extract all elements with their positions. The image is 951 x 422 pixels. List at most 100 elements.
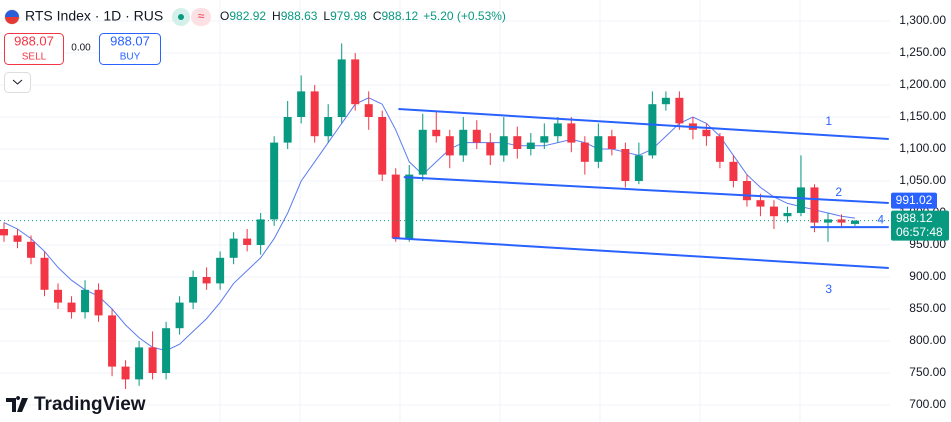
candle-body [553,123,562,137]
candle-body [472,129,481,143]
candle-body [418,129,427,175]
candle-body [648,104,657,156]
candle-body [729,161,738,181]
candle-body [823,219,832,223]
ohlc-legend: O982.92 H988.63 L979.98 C988.12 +5.20 (+0.53… [220,9,506,23]
collapse-button[interactable] [4,72,31,93]
y-tick-label: 800.00 [909,333,946,347]
candle-body [756,200,765,207]
candle-body [851,220,859,224]
marker-price: 991.02 [896,193,933,207]
icon [178,14,184,20]
candle-body [486,142,495,156]
candle-body [283,117,292,143]
y-tick-label: 950.00 [909,237,946,251]
flag [5,10,19,17]
candle-body [459,129,468,156]
sell-button[interactable] [4,33,64,65]
candle-body [378,117,387,175]
ohlc-value: 988.63 [281,9,318,23]
candle-body [243,238,252,245]
candle-body [580,142,589,162]
buy-button[interactable] [99,33,161,65]
y-tick-label: 1,050.00 [899,173,946,187]
icon: ≈ [198,9,205,23]
candle-body [27,241,36,258]
change: +5.20 (+0.53%) [423,9,506,23]
candle-body [769,206,778,217]
candle-body [189,277,198,303]
chart-title: RTS Index · 1D · RUS [25,8,163,24]
y-tick-label: 700.00 [909,397,946,411]
candle-body [810,187,819,223]
candle-body [297,91,306,117]
candle-body [634,155,643,181]
last-tag [891,210,949,241]
candle-body [162,328,171,373]
candle-body [94,289,103,316]
y-tick-label: 900.00 [909,269,946,283]
candle-body [540,136,549,143]
logo [6,396,28,412]
last-price: 988.12 [896,211,933,225]
candle-body [607,136,616,149]
ohlc-value: 988.12 [381,9,418,23]
ohlc-key: C [373,9,382,23]
candle-body [175,302,184,329]
candle-body [337,59,346,117]
buy-label: BUY [120,52,141,63]
trend-label: 3 [825,282,832,296]
y-tick-label: 1,300.00 [899,13,946,27]
candle-body [108,315,117,367]
candle-body [270,142,279,220]
countdown: 06:57:48 [896,225,943,239]
trend-line [398,108,889,141]
candle-body [445,136,454,156]
candle-body [81,289,90,313]
sell-price: 988.07 [14,33,54,48]
candle-body [121,366,130,380]
chevron [12,79,23,85]
y-tick-label: 750.00 [909,365,946,379]
y-tick-label: 1,100.00 [899,141,946,155]
y-tick-label: 1,150.00 [899,109,946,123]
candle-body [324,117,333,137]
candle-body [796,187,805,213]
candle-body [742,181,751,201]
candle-body [594,136,603,162]
candle-body [0,229,8,236]
spread: 0.00 [71,43,91,54]
candle-body [135,347,144,380]
marks: 1 2 3 4 [0,43,890,389]
candle-body [364,104,373,117]
candle-body [40,257,49,290]
candle-body [405,174,414,239]
trend-label: 2 [835,185,842,199]
candle-body [526,142,535,149]
candle-body [567,123,576,143]
candle-body [702,129,711,137]
candle-body [432,129,441,137]
candle-body [13,235,22,242]
candle-body [310,91,319,137]
candle-body [229,238,238,258]
y-tick-label: 850.00 [909,301,946,315]
trend-label: 4 [877,212,884,226]
trend-line [392,237,889,270]
brand: TradingView [34,394,146,415]
candle-body [621,149,630,181]
candle-body [351,59,360,105]
candle-body [499,136,508,156]
candle-body [256,219,265,245]
flag [5,17,19,24]
ohlc-key: H [272,9,281,23]
ohlc-value: 979.98 [330,9,367,23]
trend-label: 1 [825,114,832,128]
candle-body [67,302,76,313]
candle-body [202,277,211,284]
candle-body [54,289,63,303]
candle-body [783,213,792,217]
icon[interactable] [191,8,211,26]
candle-body [513,136,522,149]
sell-label: SELL [22,52,47,63]
